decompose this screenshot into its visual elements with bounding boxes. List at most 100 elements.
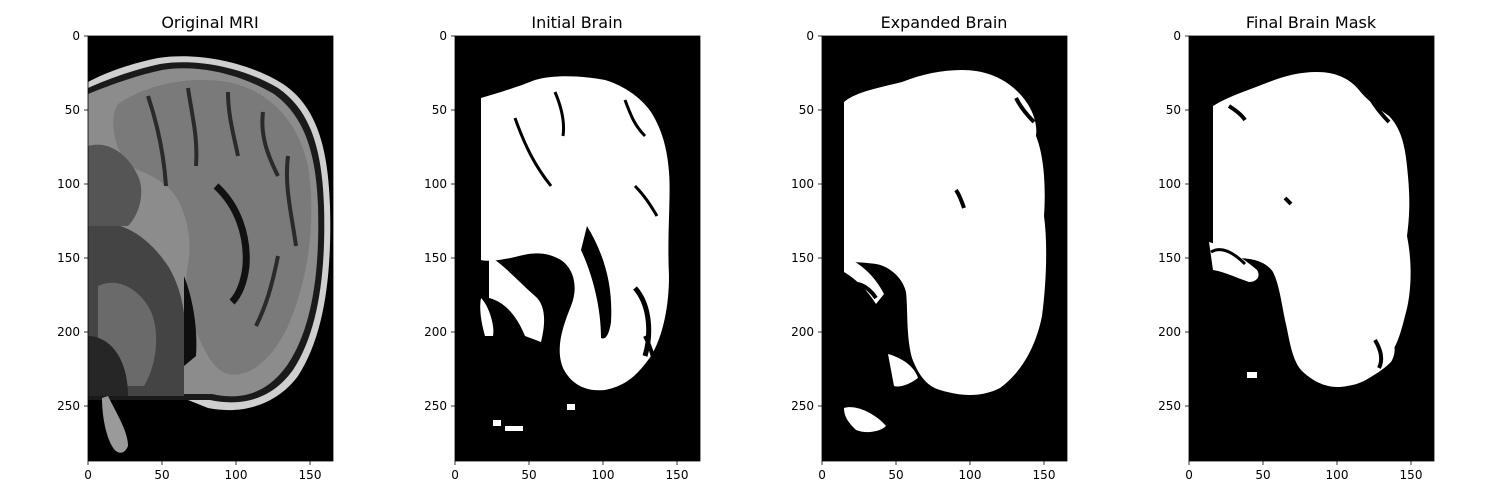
- y-tick: 0: [1173, 29, 1189, 43]
- y-tick-label: 150: [791, 251, 814, 265]
- x-tick-label: 150: [1033, 468, 1056, 482]
- y-axis: 0 50 100 150 200 250: [424, 29, 455, 413]
- x-tick: 0: [1185, 461, 1193, 482]
- x-tick: 0: [84, 461, 92, 482]
- y-tick: 100: [1158, 177, 1189, 191]
- x-tick-label: 0: [818, 468, 826, 482]
- x-tick-label: 0: [1185, 468, 1193, 482]
- y-tick: 0: [72, 29, 88, 43]
- y-tick-label: 250: [57, 399, 80, 413]
- axes-frame: [1188, 35, 1435, 462]
- y-tick-label: 100: [57, 177, 80, 191]
- x-tick-label: 50: [521, 468, 536, 482]
- y-tick: 0: [806, 29, 822, 43]
- y-tick-label: 250: [791, 399, 814, 413]
- y-tick: 200: [1158, 325, 1189, 339]
- mask-image: [480, 76, 670, 431]
- y-tick: 250: [1158, 399, 1189, 413]
- y-tick: 150: [57, 251, 88, 265]
- panel-title: Expanded Brain: [881, 13, 1008, 32]
- axes-frame: [821, 35, 1068, 462]
- y-tick: 200: [791, 325, 822, 339]
- y-tick-label: 200: [424, 325, 447, 339]
- x-tick-label: 150: [1400, 468, 1423, 482]
- y-tick-label: 50: [1166, 103, 1181, 117]
- y-tick: 50: [799, 103, 822, 117]
- x-tick: 100: [592, 461, 615, 482]
- y-tick: 0: [439, 29, 455, 43]
- x-axis: 0 50 100 150: [1185, 461, 1422, 482]
- x-tick: 50: [521, 461, 537, 482]
- x-tick: 50: [154, 461, 170, 482]
- x-tick-label: 100: [592, 468, 615, 482]
- x-tick-label: 0: [84, 468, 92, 482]
- x-tick: 100: [1326, 461, 1349, 482]
- x-tick-label: 50: [1255, 468, 1270, 482]
- y-tick: 250: [791, 399, 822, 413]
- x-tick: 0: [451, 461, 459, 482]
- y-tick-label: 150: [57, 251, 80, 265]
- y-tick: 250: [424, 399, 455, 413]
- y-tick: 50: [432, 103, 455, 117]
- y-axis: 0 50 100 150 200 250: [791, 29, 822, 413]
- x-tick-label: 150: [299, 468, 322, 482]
- panel-original-mri: Original MRI 0 50 100: [57, 13, 334, 482]
- y-tick-label: 200: [791, 325, 814, 339]
- y-tick-label: 0: [439, 29, 447, 43]
- axes-frame: [87, 35, 334, 462]
- x-tick: 150: [1033, 461, 1056, 482]
- axes-frame: [454, 35, 701, 462]
- panel-title: Final Brain Mask: [1246, 13, 1377, 32]
- x-tick: 100: [959, 461, 982, 482]
- y-tick-label: 200: [57, 325, 80, 339]
- y-tick-label: 250: [424, 399, 447, 413]
- y-tick: 50: [1166, 103, 1189, 117]
- y-tick-label: 150: [424, 251, 447, 265]
- x-axis: 0 50 100 150: [84, 461, 321, 482]
- y-tick-label: 0: [1173, 29, 1181, 43]
- panel-expanded-brain: Expanded Brain 0 50 100 150 0 50 100 150…: [791, 13, 1068, 482]
- panel-initial-brain: Initial Brain 0 50 100 150 0: [424, 13, 701, 482]
- y-axis: 0 50 100 150 200 250: [57, 29, 88, 413]
- y-tick-label: 100: [1158, 177, 1181, 191]
- y-tick-label: 100: [424, 177, 447, 191]
- y-tick: 200: [424, 325, 455, 339]
- x-tick-label: 50: [888, 468, 903, 482]
- y-tick: 200: [57, 325, 88, 339]
- y-tick: 100: [57, 177, 88, 191]
- panel-final-brain-mask: Final Brain Mask 0 50 100 150 0 50 100 1: [1158, 13, 1435, 482]
- x-tick-label: 0: [451, 468, 459, 482]
- y-axis: 0 50 100 150 200 250: [1158, 29, 1189, 413]
- y-tick-label: 0: [806, 29, 814, 43]
- y-tick-label: 50: [432, 103, 447, 117]
- y-tick: 150: [791, 251, 822, 265]
- x-axis: 0 50 100 150: [451, 461, 688, 482]
- mask-image: [844, 70, 1047, 433]
- x-tick: 50: [1255, 461, 1271, 482]
- x-tick: 150: [299, 461, 322, 482]
- y-tick: 250: [57, 399, 88, 413]
- x-tick-label: 150: [666, 468, 689, 482]
- panel-title: Original MRI: [161, 13, 258, 32]
- x-tick-label: 50: [154, 468, 169, 482]
- y-tick: 100: [424, 177, 455, 191]
- x-tick: 0: [818, 461, 826, 482]
- y-tick: 100: [791, 177, 822, 191]
- y-tick-label: 200: [1158, 325, 1181, 339]
- y-tick-label: 50: [65, 103, 80, 117]
- x-tick: 50: [888, 461, 904, 482]
- x-tick: 100: [225, 461, 247, 482]
- y-tick-label: 0: [72, 29, 80, 43]
- x-tick-label: 100: [959, 468, 982, 482]
- mri-image: [88, 56, 331, 453]
- x-tick-label: 100: [1326, 468, 1349, 482]
- y-tick: 150: [1158, 251, 1189, 265]
- x-axis: 0 50 100 150: [818, 461, 1055, 482]
- y-tick-label: 150: [1158, 251, 1181, 265]
- x-tick: 150: [666, 461, 689, 482]
- y-tick-label: 100: [791, 177, 814, 191]
- y-tick: 50: [65, 103, 88, 117]
- x-tick: 150: [1400, 461, 1423, 482]
- panel-title: Initial Brain: [531, 13, 622, 32]
